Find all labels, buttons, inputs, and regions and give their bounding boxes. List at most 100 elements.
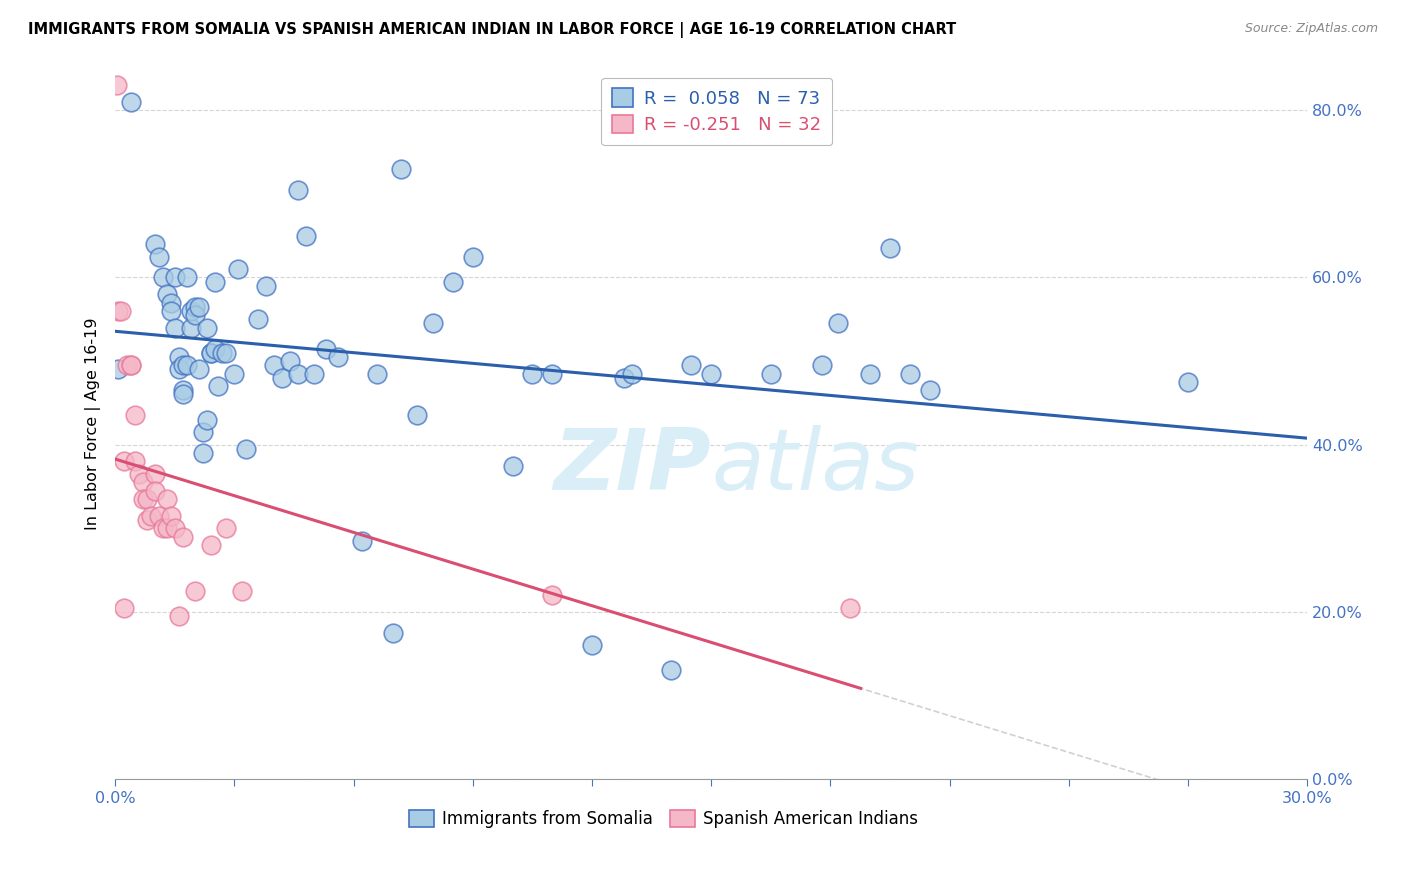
Point (148, 508, 170, 523)
Point (811, 358, 834, 372)
Point (183, 583, 205, 598)
Point (156, 491, 179, 506)
Point (139, 508, 162, 523)
Point (105, 78, 128, 93)
Point (120, 95, 142, 109)
Point (180, 304, 202, 318)
Point (661, 663, 683, 677)
Point (180, 320, 202, 334)
Point (176, 270, 198, 285)
Point (541, 588, 564, 602)
Point (107, 304, 129, 318)
Point (156, 287, 179, 301)
Point (620, 367, 643, 381)
Point (163, 521, 186, 535)
Point (235, 442, 257, 456)
Point (107, 362, 129, 376)
Point (502, 458, 524, 473)
Point (350, 533, 373, 548)
Point (183, 308, 205, 322)
Point (541, 367, 564, 381)
Point (124, 409, 146, 423)
Point (315, 342, 337, 356)
Point (110, 304, 132, 318)
Point (163, 320, 186, 334)
Point (839, 600, 862, 615)
Point (224, 367, 246, 381)
Point (326, 350, 349, 364)
Point (152, 521, 174, 535)
Point (422, 317, 444, 331)
Point (207, 379, 229, 393)
Point (287, 183, 309, 197)
Point (918, 384, 941, 398)
Point (204, 342, 226, 356)
Point (204, 275, 226, 289)
Point (613, 370, 636, 384)
Point (191, 425, 214, 439)
Point (200, 345, 222, 359)
Point (159, 508, 181, 523)
Point (859, 367, 882, 381)
Legend: Immigrants from Somalia, Spanish American Indians: Immigrants from Somalia, Spanish America… (402, 803, 925, 835)
Text: IMMIGRANTS FROM SOMALIA VS SPANISH AMERICAN INDIAN IN LABOR FORCE | AGE 16-19 CO: IMMIGRANTS FROM SOMALIA VS SPANISH AMERI… (28, 22, 956, 38)
Point (211, 345, 233, 359)
Text: Source: ZipAtlas.com: Source: ZipAtlas.com (1244, 22, 1378, 36)
Point (120, 358, 142, 372)
Point (128, 467, 150, 481)
Point (389, 161, 412, 176)
Point (681, 358, 703, 372)
Point (200, 538, 222, 552)
Point (156, 521, 179, 535)
Point (231, 583, 253, 598)
Point (254, 278, 277, 293)
Point (187, 300, 209, 314)
Point (1177, 375, 1199, 389)
Point (115, 358, 138, 372)
Point (759, 367, 782, 381)
Point (278, 354, 301, 368)
Point (152, 270, 174, 285)
Point (112, 454, 135, 468)
Point (163, 270, 186, 285)
Point (167, 362, 190, 376)
Point (271, 370, 294, 384)
Point (700, 367, 723, 381)
Point (124, 454, 146, 468)
Point (228, 262, 250, 277)
Point (581, 638, 603, 652)
Point (302, 367, 325, 381)
Point (366, 367, 388, 381)
Point (406, 409, 429, 423)
Point (200, 345, 222, 359)
Text: atlas: atlas (711, 425, 920, 508)
Point (247, 312, 270, 326)
Point (441, 275, 464, 289)
Point (191, 446, 214, 460)
Point (143, 467, 166, 481)
Point (132, 475, 155, 490)
Point (167, 609, 190, 624)
Point (172, 384, 194, 398)
Point (143, 237, 166, 252)
Point (167, 350, 190, 364)
Point (263, 358, 285, 372)
Point (522, 367, 544, 381)
Point (112, 600, 135, 615)
Point (136, 513, 159, 527)
Point (461, 250, 484, 264)
Point (172, 387, 194, 401)
Point (195, 320, 218, 334)
Point (187, 362, 209, 376)
Point (295, 228, 318, 243)
Point (120, 358, 142, 372)
Point (827, 317, 849, 331)
Y-axis label: In Labor Force | Age 16-19: In Labor Force | Age 16-19 (86, 318, 101, 530)
Point (136, 491, 159, 506)
Point (195, 412, 218, 426)
Point (172, 358, 194, 372)
Point (159, 304, 181, 318)
Point (132, 491, 155, 506)
Point (143, 483, 166, 498)
Point (879, 241, 901, 255)
